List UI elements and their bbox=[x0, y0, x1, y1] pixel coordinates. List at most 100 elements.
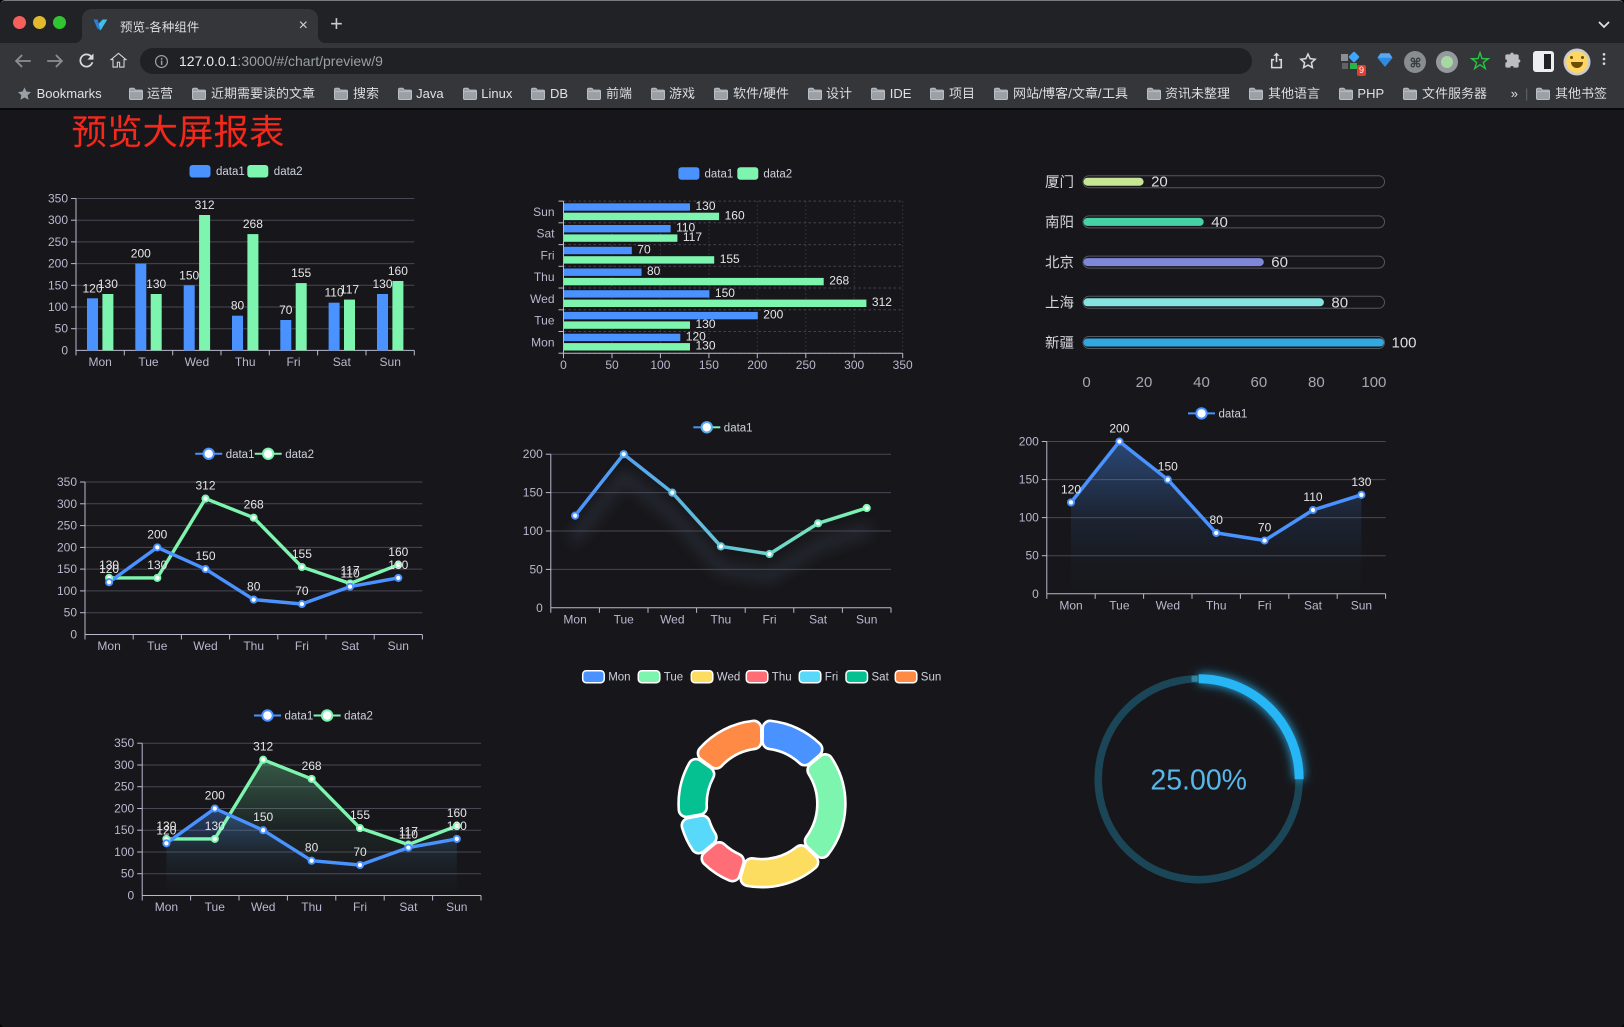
svg-text:Mon: Mon bbox=[1059, 598, 1082, 612]
svg-text:data2: data2 bbox=[344, 711, 373, 723]
svg-text:Sat: Sat bbox=[1304, 598, 1323, 612]
svg-text:Fri: Fri bbox=[541, 248, 555, 262]
svg-text:Sun: Sun bbox=[533, 205, 554, 219]
svg-text:data1: data1 bbox=[724, 422, 753, 434]
svg-text:data2: data2 bbox=[274, 166, 303, 178]
svg-text:200: 200 bbox=[1019, 435, 1039, 449]
svg-text:150: 150 bbox=[715, 286, 735, 300]
svg-text:Tue: Tue bbox=[614, 612, 635, 626]
svg-text:Fri: Fri bbox=[1258, 598, 1272, 612]
svg-text:50: 50 bbox=[605, 358, 619, 372]
svg-text:0: 0 bbox=[560, 358, 567, 372]
svg-text:150: 150 bbox=[195, 549, 215, 563]
svg-text:Mon: Mon bbox=[563, 612, 586, 626]
svg-text:350: 350 bbox=[57, 475, 77, 489]
svg-text:80: 80 bbox=[1331, 294, 1348, 311]
svg-text:60: 60 bbox=[1271, 254, 1288, 271]
svg-text:160: 160 bbox=[388, 264, 408, 278]
svg-text:80: 80 bbox=[231, 299, 245, 313]
svg-text:100: 100 bbox=[114, 845, 134, 859]
svg-text:268: 268 bbox=[829, 274, 849, 288]
svg-text:0: 0 bbox=[128, 889, 135, 903]
svg-text:40: 40 bbox=[1211, 214, 1228, 231]
svg-text:data1: data1 bbox=[1219, 408, 1248, 420]
svg-text:Thu: Thu bbox=[243, 639, 264, 653]
svg-text:Thu: Thu bbox=[711, 612, 732, 626]
svg-text:130: 130 bbox=[696, 199, 716, 213]
svg-text:150: 150 bbox=[1158, 460, 1178, 474]
svg-text:Sun: Sun bbox=[1351, 598, 1372, 612]
svg-text:100: 100 bbox=[1392, 335, 1417, 352]
svg-text:150: 150 bbox=[114, 823, 134, 837]
svg-text:Sat: Sat bbox=[341, 639, 360, 653]
svg-text:data2: data2 bbox=[285, 449, 314, 461]
svg-text:80: 80 bbox=[247, 580, 261, 594]
svg-text:155: 155 bbox=[292, 547, 312, 561]
svg-text:100: 100 bbox=[650, 358, 670, 372]
svg-text:70: 70 bbox=[353, 845, 367, 859]
svg-text:20: 20 bbox=[1151, 174, 1168, 191]
svg-text:350: 350 bbox=[48, 192, 68, 206]
svg-text:Fri: Fri bbox=[287, 355, 301, 369]
svg-text:60: 60 bbox=[1251, 374, 1268, 391]
svg-text:200: 200 bbox=[763, 308, 783, 322]
svg-text:312: 312 bbox=[195, 198, 215, 212]
svg-text:200: 200 bbox=[48, 257, 68, 271]
svg-text:Tue: Tue bbox=[664, 672, 683, 684]
svg-text:Mon: Mon bbox=[89, 355, 112, 369]
svg-text:Fri: Fri bbox=[763, 612, 777, 626]
svg-text:117: 117 bbox=[683, 230, 702, 244]
svg-text:117: 117 bbox=[341, 564, 360, 578]
svg-text:268: 268 bbox=[244, 498, 264, 512]
svg-text:300: 300 bbox=[844, 358, 864, 372]
svg-text:data1: data1 bbox=[285, 711, 314, 723]
svg-text:110: 110 bbox=[341, 567, 360, 581]
svg-text:Mon: Mon bbox=[155, 900, 178, 914]
svg-text:Fri: Fri bbox=[295, 639, 309, 653]
svg-text:data1: data1 bbox=[216, 166, 245, 178]
svg-text:Thu: Thu bbox=[301, 900, 322, 914]
svg-text:0: 0 bbox=[1032, 587, 1039, 601]
svg-text:Tue: Tue bbox=[147, 639, 168, 653]
svg-text:70: 70 bbox=[637, 242, 651, 256]
svg-text:100: 100 bbox=[57, 584, 77, 598]
svg-text:Thu: Thu bbox=[1206, 598, 1227, 612]
svg-text:Wed: Wed bbox=[717, 672, 740, 684]
svg-text:Tue: Tue bbox=[1109, 598, 1130, 612]
svg-text:300: 300 bbox=[57, 497, 77, 511]
svg-text:50: 50 bbox=[121, 867, 135, 881]
svg-text:Tue: Tue bbox=[138, 355, 159, 369]
svg-text:80: 80 bbox=[305, 841, 319, 855]
svg-text:Sun: Sun bbox=[388, 639, 409, 653]
svg-text:Sun: Sun bbox=[380, 355, 401, 369]
svg-text:120: 120 bbox=[686, 329, 706, 343]
svg-text:155: 155 bbox=[350, 808, 370, 822]
svg-text:80: 80 bbox=[647, 264, 661, 278]
svg-text:250: 250 bbox=[796, 358, 816, 372]
svg-text:50: 50 bbox=[64, 606, 78, 620]
svg-text:300: 300 bbox=[48, 213, 68, 227]
svg-text:110: 110 bbox=[399, 828, 418, 842]
svg-text:70: 70 bbox=[295, 584, 309, 598]
svg-text:200: 200 bbox=[747, 358, 767, 372]
svg-text:130: 130 bbox=[388, 558, 408, 572]
svg-text:Sun: Sun bbox=[856, 612, 877, 626]
svg-text:100: 100 bbox=[1361, 374, 1386, 391]
svg-text:250: 250 bbox=[48, 235, 68, 249]
svg-text:Thu: Thu bbox=[534, 270, 555, 284]
svg-text:150: 150 bbox=[1019, 473, 1039, 487]
svg-text:80: 80 bbox=[1308, 374, 1325, 391]
svg-text:Sat: Sat bbox=[399, 900, 418, 914]
svg-text:117: 117 bbox=[340, 283, 359, 297]
svg-text:200: 200 bbox=[57, 540, 77, 554]
svg-text:250: 250 bbox=[57, 519, 77, 533]
svg-text:150: 150 bbox=[699, 358, 719, 372]
svg-text:40: 40 bbox=[1193, 374, 1210, 391]
svg-text:130: 130 bbox=[696, 317, 716, 331]
svg-text:Sat: Sat bbox=[872, 672, 890, 684]
svg-text:Fri: Fri bbox=[825, 672, 838, 684]
svg-text:130: 130 bbox=[372, 277, 392, 291]
svg-text:120: 120 bbox=[1061, 482, 1081, 496]
svg-text:Wed: Wed bbox=[1156, 598, 1180, 612]
svg-text:Thu: Thu bbox=[235, 355, 256, 369]
